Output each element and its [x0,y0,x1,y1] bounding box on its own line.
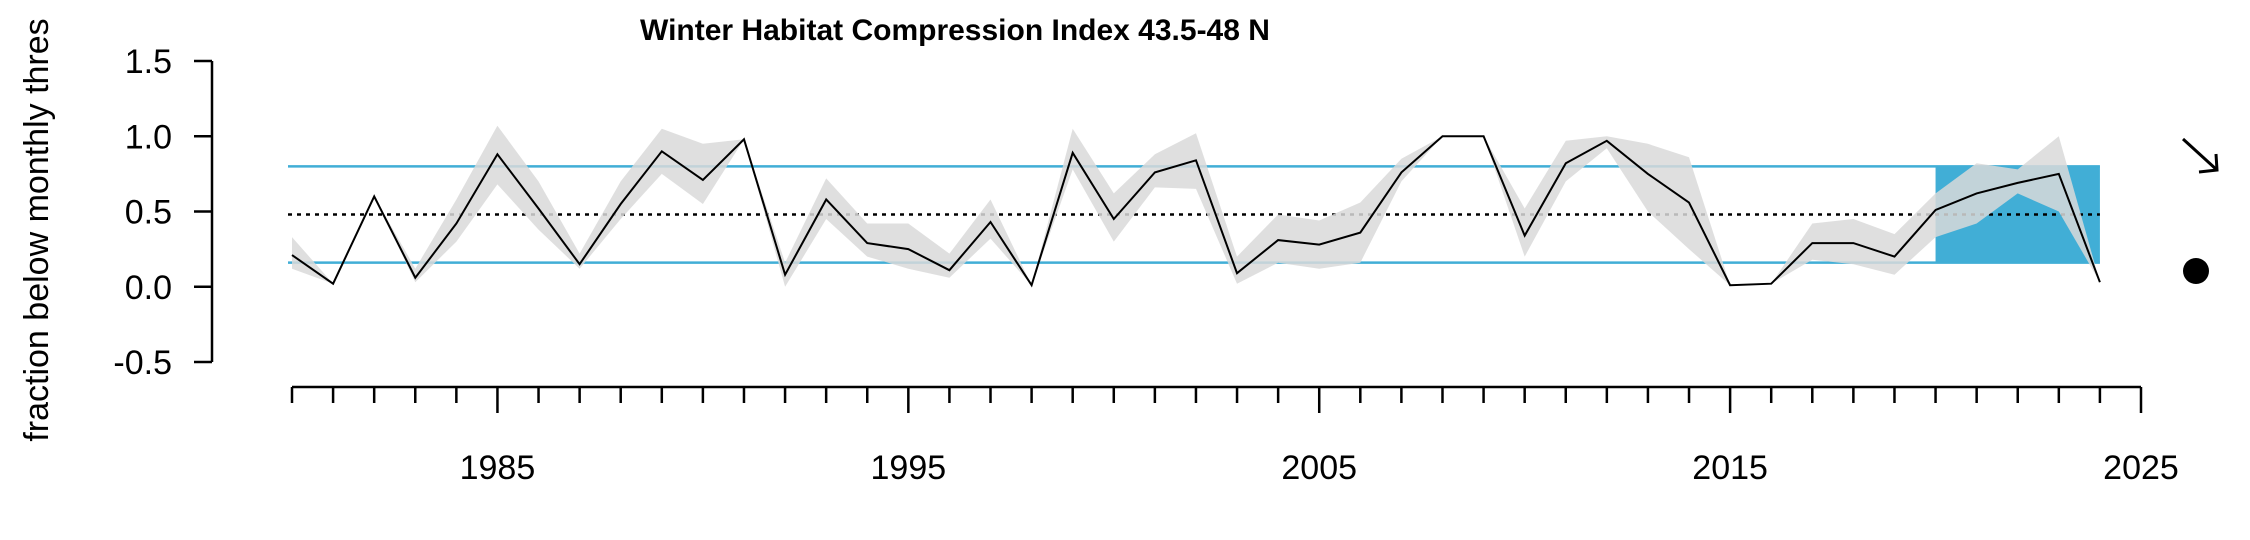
y-tick-label: 0.5 [125,194,172,232]
y-axis: 1.5 1.0 0.5 0.0 -0.5 [113,43,214,382]
trend-arrow-head [2198,153,2219,174]
index-line [291,135,2101,288]
x-tick-label: 1985 [460,449,536,487]
x-tick-label: 2015 [1692,449,1768,487]
trend-arrow-shaft [2181,137,2219,172]
x-tick-label: 2025 [2103,449,2179,487]
trend-arrow-icon [2181,137,2219,174]
x-axis: 1985 1995 2005 2015 2025 [290,385,2179,487]
uncertainty-band-area [292,125,2100,287]
x-tick-label: 1995 [871,449,947,487]
y-tick-label: -0.5 [113,344,172,382]
x-tick-label: 2005 [1281,449,1357,487]
y-tick-label: 0.0 [125,269,172,307]
chart-title: Winter Habitat Compression Index 43.5-48… [640,14,1270,47]
index-series [291,135,2101,288]
y-tick-label: 1.0 [125,118,172,156]
uncertainty-band [292,125,2100,287]
y-axis-title: fraction below monthly thres [18,18,56,441]
status-dot-icon [2183,258,2209,284]
y-tick-label: 1.5 [125,43,172,81]
